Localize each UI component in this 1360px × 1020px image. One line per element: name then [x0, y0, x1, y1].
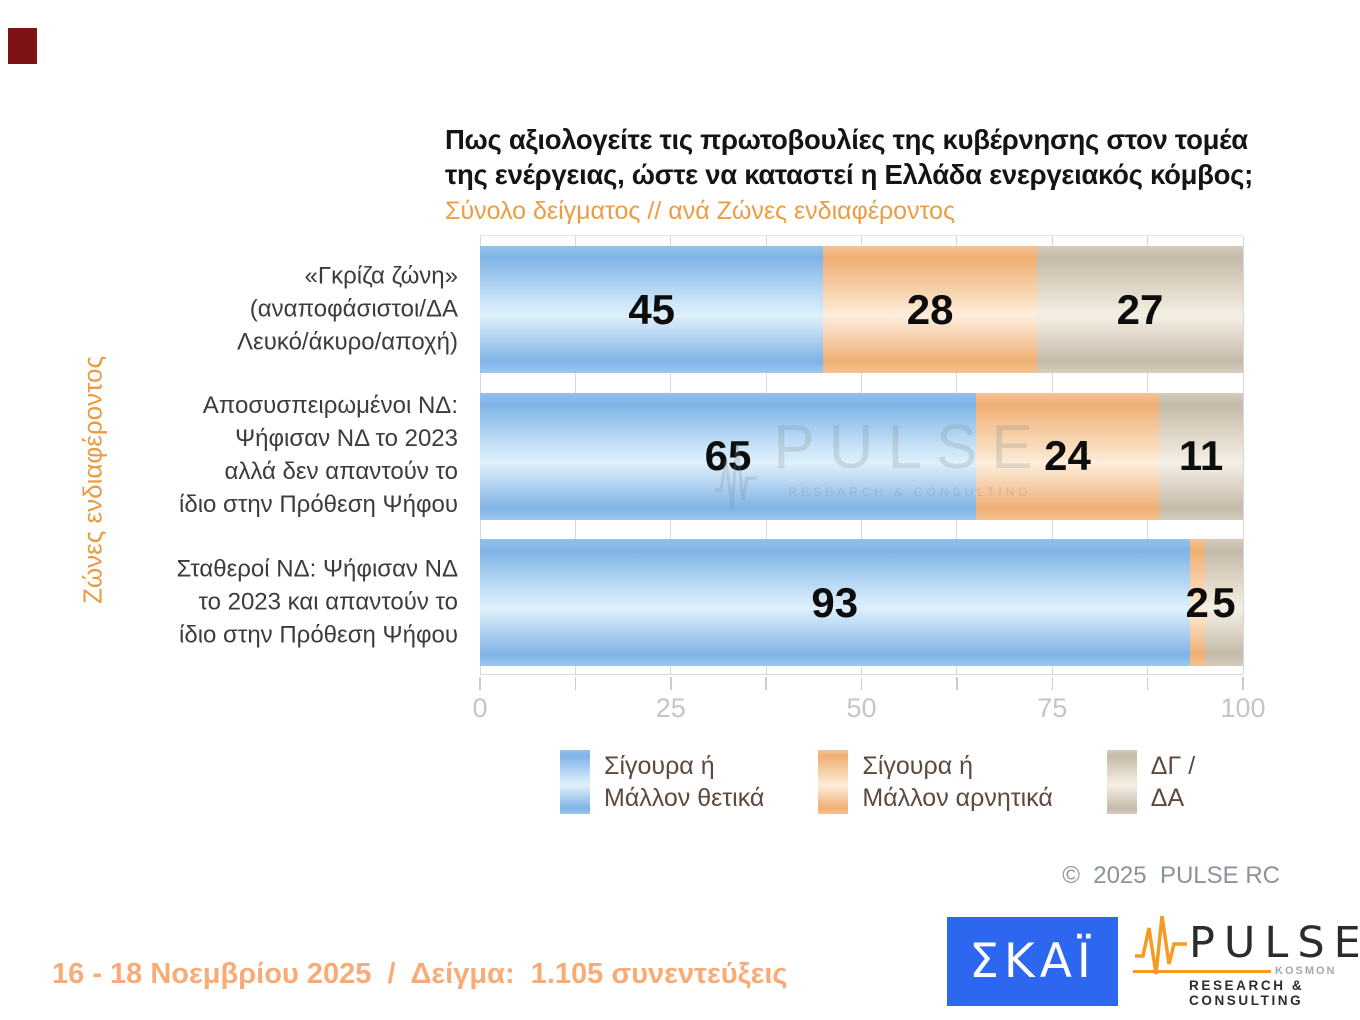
- red-corner-marker: [8, 28, 37, 64]
- x-axis-tick: [479, 677, 481, 690]
- bar-segment: 5: [1204, 539, 1243, 667]
- pulse-logo-subtitle: RESEARCH & CONSULTING: [1189, 978, 1305, 1008]
- legend-item: ΔΓ / ΔΑ: [1106, 750, 1196, 814]
- bar-value-label: 2: [1185, 578, 1209, 626]
- legend-item: Σίγουρα ή Μάλλον αρνητικά: [818, 750, 1053, 814]
- pulse-logo-text: PULSE: [1189, 918, 1360, 968]
- bar-row: 93 2 5: [480, 539, 1243, 667]
- bar-value-label: 28: [906, 285, 954, 333]
- pulse-logo: PULSE KOSMON RESEARCH & CONSULTING: [1133, 912, 1360, 1008]
- legend-swatch: [560, 750, 590, 814]
- pulse-waveform-icon: [1135, 915, 1187, 975]
- legend-swatch: [1106, 750, 1137, 814]
- x-axis-tick: [670, 677, 672, 690]
- x-axis-tick-label: 25: [655, 693, 686, 723]
- bar-segment: 28: [823, 246, 1037, 373]
- legend-label: Σίγουρα ή Μάλλον αρνητικά: [862, 752, 1053, 812]
- x-axis-tick: [574, 677, 577, 690]
- category-label: Αποσυσπειρωμένοι ΝΔ: Ψήφισαν ΝΔ το 2023 …: [179, 392, 458, 519]
- pulse-logo-kosmon-text: KOSMON: [1275, 965, 1337, 977]
- legend-swatch: [818, 750, 849, 814]
- x-axis-tick-label: 50: [846, 693, 877, 723]
- x-axis-tick-label: 0: [472, 693, 488, 723]
- chart-subtitle: Σύνολο δείγματος // ανά Ζώνες ενδιαφέρον…: [445, 197, 956, 225]
- bar-segment: 24: [975, 392, 1160, 520]
- bar-segment: 93: [480, 539, 1190, 667]
- pulse-logo-underline: [1133, 970, 1271, 973]
- legend: Σίγουρα ή Μάλλον θετικά Σίγουρα ή Μάλλον …: [560, 750, 1195, 814]
- bar-value-label: 11: [1178, 432, 1224, 480]
- bar-row: 65 24 11: [480, 392, 1243, 520]
- category-label: «Γκρίζα ζώνη» (αναποφάσιστοι/ΔΑ Λευκό/άκ…: [237, 262, 458, 355]
- x-axis-tick: [1051, 677, 1053, 690]
- x-axis-tick: [765, 677, 767, 690]
- chart-title: Πως αξιολογείτε τις πρωτοβουλίες της κυβ…: [445, 124, 1253, 190]
- x-axis-tick: [860, 677, 863, 690]
- bar-value-label: 24: [1044, 432, 1091, 480]
- plot-area: 45 28 27 65 24 11 93 2 5: [479, 235, 1244, 675]
- copyright: © 2025 PULSE RC: [1062, 862, 1280, 889]
- gridline: [1242, 236, 1244, 674]
- x-axis-tick: [1146, 677, 1149, 690]
- x-axis-tick-label: 75: [1037, 693, 1068, 723]
- bar-value-label: 65: [704, 432, 752, 480]
- legend-label: ΔΓ / ΔΑ: [1150, 752, 1196, 812]
- bar-value-label: 5: [1212, 578, 1236, 626]
- bar-segment: 65: [480, 392, 976, 520]
- bar-segment: 45: [480, 246, 824, 373]
- bar-segment: 27: [1036, 246, 1243, 373]
- x-axis: 0 25 50 75 100: [472, 675, 1266, 725]
- x-axis-tick-label: 100: [1220, 693, 1266, 723]
- bar-segment: 11: [1159, 392, 1243, 520]
- bar-value-label: 45: [628, 285, 676, 333]
- bar-value-label: 93: [811, 578, 859, 626]
- legend-item: Σίγουρα ή Μάλλον θετικά: [560, 750, 764, 814]
- skai-logo-text: ΣΚΑΪ: [969, 934, 1096, 989]
- bar-row: 45 28 27: [480, 246, 1243, 373]
- category-label: Σταθεροί ΝΔ: Ψήφισαν ΝΔ το 2023 και απαν…: [176, 555, 458, 649]
- skai-logo: ΣΚΑΪ: [947, 917, 1118, 1006]
- x-axis-tick: [956, 677, 958, 690]
- bar-value-label: 27: [1116, 285, 1164, 333]
- legend-label: Σίγουρα ή Μάλλον θετικά: [604, 752, 765, 812]
- x-axis-tick: [1242, 677, 1244, 690]
- survey-period-note: 16 - 18 Νοεμβρίου 2025 / Δείγμα: 1.105 σ…: [52, 958, 788, 990]
- bar-segment: 2: [1186, 539, 1209, 667]
